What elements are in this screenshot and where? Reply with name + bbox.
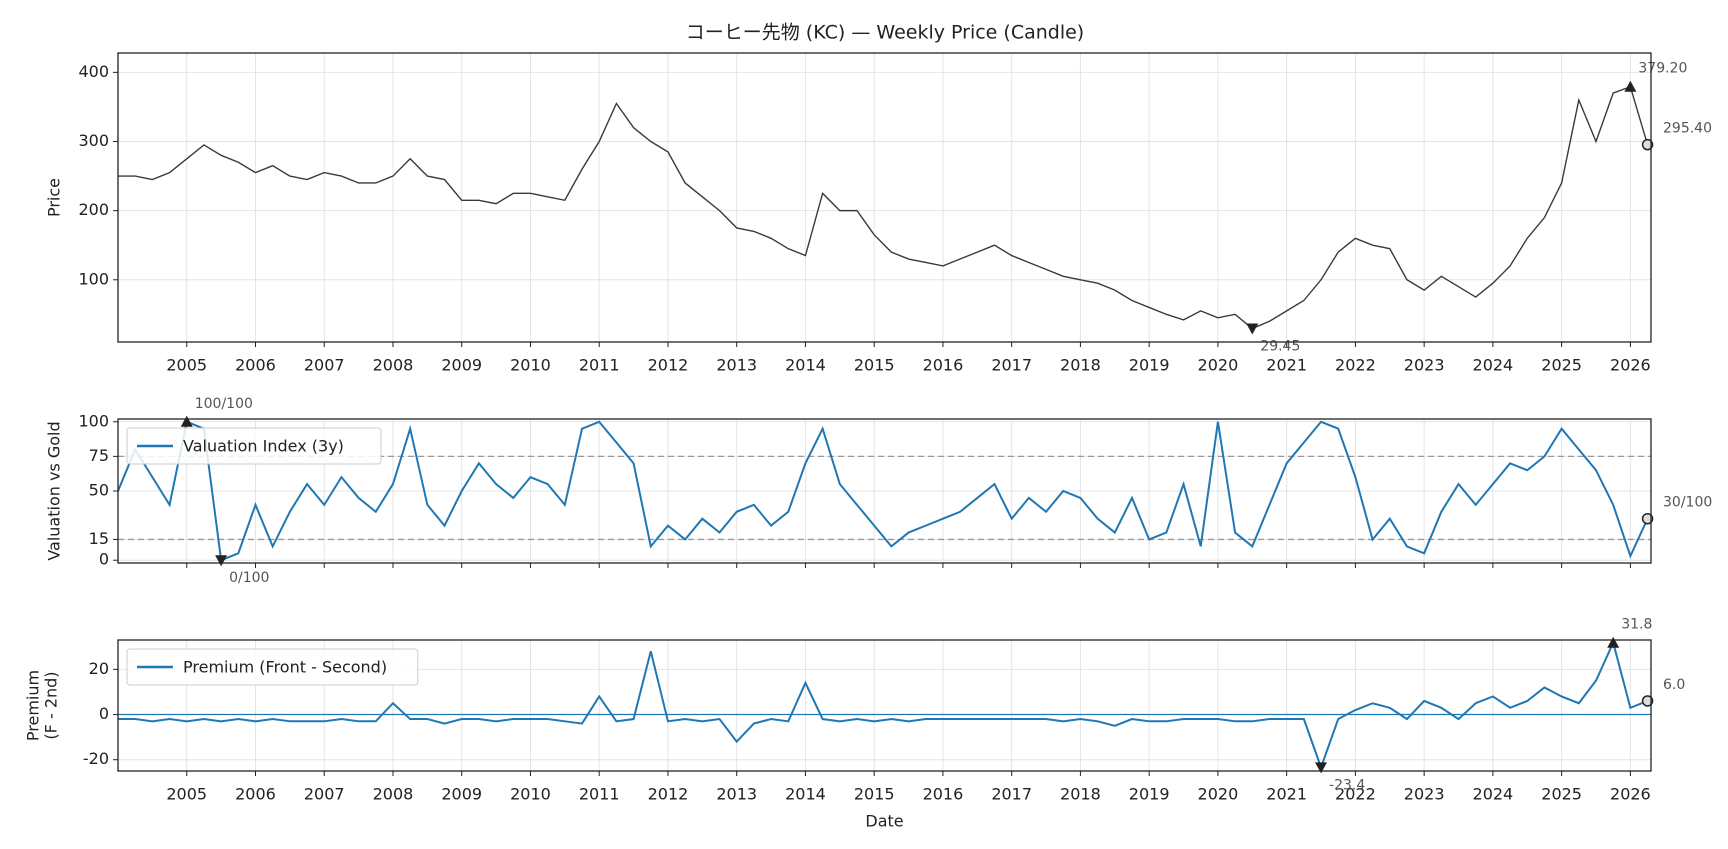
x-tick-label: 2015 [854,785,895,804]
y-tick-label: 100 [78,411,109,430]
y-tick-label: 0 [99,550,109,569]
value-label: 6.0 [1663,677,1685,693]
y-tick-label: 100 [78,269,109,288]
max-marker [1624,80,1637,92]
plot-frame [117,418,1652,564]
x-tick-label: 2011 [579,785,620,804]
x-tick-label: 2023 [1404,785,1445,804]
value-label: 295.40 [1663,121,1712,137]
x-tick-label: 2023 [1404,356,1445,375]
x-tick-label: 2007 [304,785,345,804]
x-tick-label: 2025 [1541,785,1582,804]
y-tick-label: 0 [99,704,109,723]
legend-label: Valuation Index (3y) [183,437,344,456]
x-tick-label: 2007 [304,356,345,375]
x-tick-label: 2005 [166,785,207,804]
last-marker [1641,138,1654,151]
x-tick-label: 2018 [1060,785,1101,804]
value-label: 29.45 [1260,339,1300,355]
legend-box [126,427,382,465]
y-tick-label: 200 [78,200,109,219]
x-tick-label: 2005 [166,356,207,375]
x-tick-label: 2019 [1129,356,1170,375]
value-label: 379.20 [1638,61,1687,77]
x-tick-label: 2021 [1266,356,1307,375]
y-tick-label: 20 [89,659,109,678]
x-tick-label: 2008 [373,785,414,804]
data-line [118,85,1649,330]
value-label: 31.8 [1621,617,1652,633]
x-tick-label: 2017 [991,785,1032,804]
x-tick-label: 2012 [648,785,689,804]
x-tick-label: 2015 [854,356,895,375]
plot-frame [117,639,1652,772]
legend-box [126,648,419,686]
y-tick-label: -20 [83,749,109,768]
y-axis-label: Price [45,178,64,217]
value-label: 30/100 [1663,495,1712,511]
x-tick-label: 2013 [716,356,757,375]
x-tick-label: 2010 [510,785,551,804]
y-tick-label: 50 [89,481,109,500]
x-tick-label: 2014 [785,356,826,375]
max-marker [1607,636,1620,648]
data-line [118,639,1648,771]
x-tick-label: 2011 [579,356,620,375]
x-tick-label: 2020 [1198,785,1239,804]
chart-title: コーヒー先物 (KC) — Weekly Price (Candle) [686,22,1084,44]
last-marker [1641,695,1654,707]
x-tick-label: 2026 [1610,785,1651,804]
x-tick-label: 2009 [441,785,482,804]
x-tick-label: 2012 [648,356,689,375]
x-tick-label: 2017 [991,356,1032,375]
x-tick-label: 2024 [1473,785,1514,804]
min-marker [215,555,228,567]
value-label: 100/100 [195,396,253,412]
x-tick-label: 2006 [235,356,276,375]
x-tick-label: 2008 [373,356,414,375]
data-line [117,420,1649,562]
x-tick-label: 2025 [1541,356,1582,375]
y-tick-label: 75 [89,446,109,465]
last-marker [1641,512,1654,525]
x-tick-label: 2024 [1473,356,1514,375]
legend-label: Premium (Front - Second) [183,658,387,677]
value-label: 0/100 [229,570,269,586]
min-marker [1315,762,1328,774]
x-tick-label: 2013 [716,785,757,804]
x-tick-label: 2010 [510,356,551,375]
x-tick-label: 2026 [1610,356,1651,375]
x-tick-label: 2018 [1060,356,1101,375]
min-marker [1246,323,1259,335]
x-tick-label: 2006 [235,785,276,804]
y-axis-label: Premium [24,670,43,741]
y-tick-label: 400 [78,62,109,81]
x-tick-label: 2009 [441,356,482,375]
x-axis-label: Date [865,812,903,831]
max-marker [180,415,193,427]
y-tick-label: 300 [78,131,109,150]
value-label: -23.4 [1329,777,1365,793]
x-tick-label: 2020 [1198,356,1239,375]
plot-frame [117,52,1652,343]
x-tick-label: 2021 [1266,785,1307,804]
x-tick-label: 2016 [923,785,964,804]
x-tick-label: 2016 [923,356,964,375]
x-tick-label: 2014 [785,785,826,804]
x-tick-label: 2019 [1129,785,1170,804]
x-tick-label: 2022 [1335,785,1376,804]
y-tick-label: 15 [89,529,109,548]
y-axis-label: Valuation vs Gold [45,421,64,560]
y-axis-label: (F - 2nd) [42,671,61,739]
x-tick-label: 2022 [1335,356,1376,375]
